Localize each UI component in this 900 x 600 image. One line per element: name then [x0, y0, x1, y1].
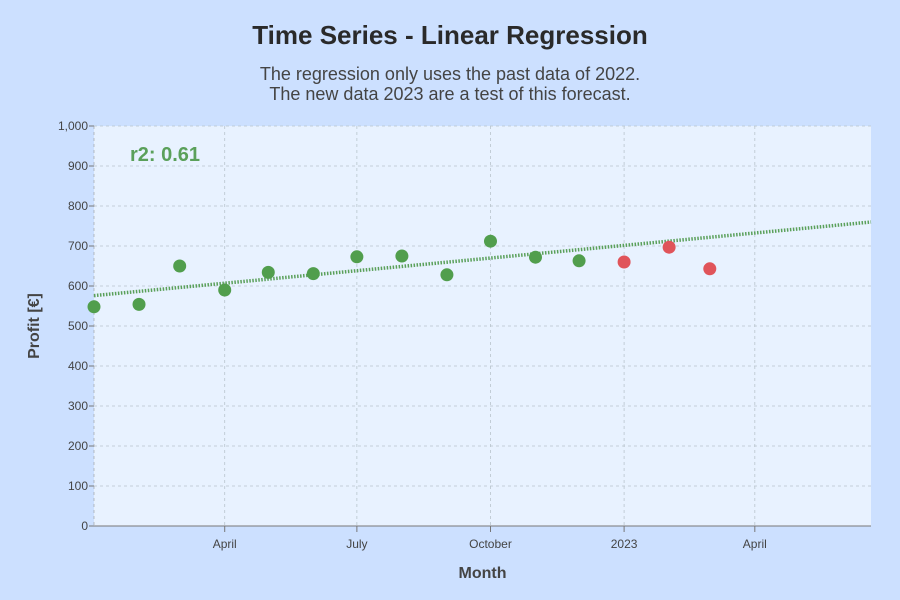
plot-area — [94, 126, 871, 526]
test-data-point — [617, 255, 631, 269]
past-data-point — [132, 297, 146, 311]
past-data-point — [350, 250, 364, 264]
past-data-point — [483, 234, 497, 248]
past-data-point — [529, 250, 543, 264]
y-tick-label: 0 — [81, 519, 88, 533]
past-data-point — [218, 283, 232, 297]
r2-annotation: r2: 0.61 — [130, 144, 200, 166]
axes — [89, 125, 871, 532]
y-tick-label: 400 — [68, 359, 88, 373]
y-tick-label: 800 — [68, 199, 88, 213]
y-axis-title: Profit [€] — [26, 293, 43, 359]
past-data-point — [87, 300, 101, 314]
regression-line-group — [93, 220, 872, 298]
y-tick-label: 500 — [68, 319, 88, 333]
x-tick-label: July — [346, 537, 367, 551]
x-axis-title: Month — [459, 565, 507, 582]
y-tick-label: 200 — [68, 439, 88, 453]
grid-lines — [94, 125, 871, 526]
y-tick-label: 300 — [68, 399, 88, 413]
test-data-point — [662, 240, 676, 254]
past-data-point — [173, 259, 187, 273]
past-data-point — [261, 265, 275, 279]
past-data-point — [395, 249, 409, 263]
past-data-point — [306, 267, 320, 281]
y-tick-label: 100 — [68, 479, 88, 493]
x-tick-label: 2023 — [611, 537, 638, 551]
y-tick-label: 1,000 — [58, 119, 88, 133]
y-tick-label: 700 — [68, 239, 88, 253]
past-data-point — [440, 268, 454, 282]
regression-line — [93, 220, 872, 298]
x-tick-label: April — [213, 537, 237, 551]
past-data-point — [572, 254, 586, 268]
y-tick-label: 900 — [68, 159, 88, 173]
chart-title: Time Series - Linear Regression — [252, 20, 648, 50]
subtitle-line-2: The new data 2023 are a test of this for… — [269, 84, 631, 104]
x-tick-label: October — [469, 537, 512, 551]
subtitle-line-1: The regression only uses the past data o… — [259, 64, 641, 84]
chart-subtitle: The regression only uses the past data o… — [0, 64, 900, 104]
data-points — [87, 234, 717, 314]
y-tick-label: 600 — [68, 279, 88, 293]
tick-labels: 0 100 200 300 400 500 600 700 800 900 1,000 April Ju… — [58, 119, 767, 551]
test-data-point — [703, 262, 717, 276]
x-tick-label: April — [743, 537, 767, 551]
